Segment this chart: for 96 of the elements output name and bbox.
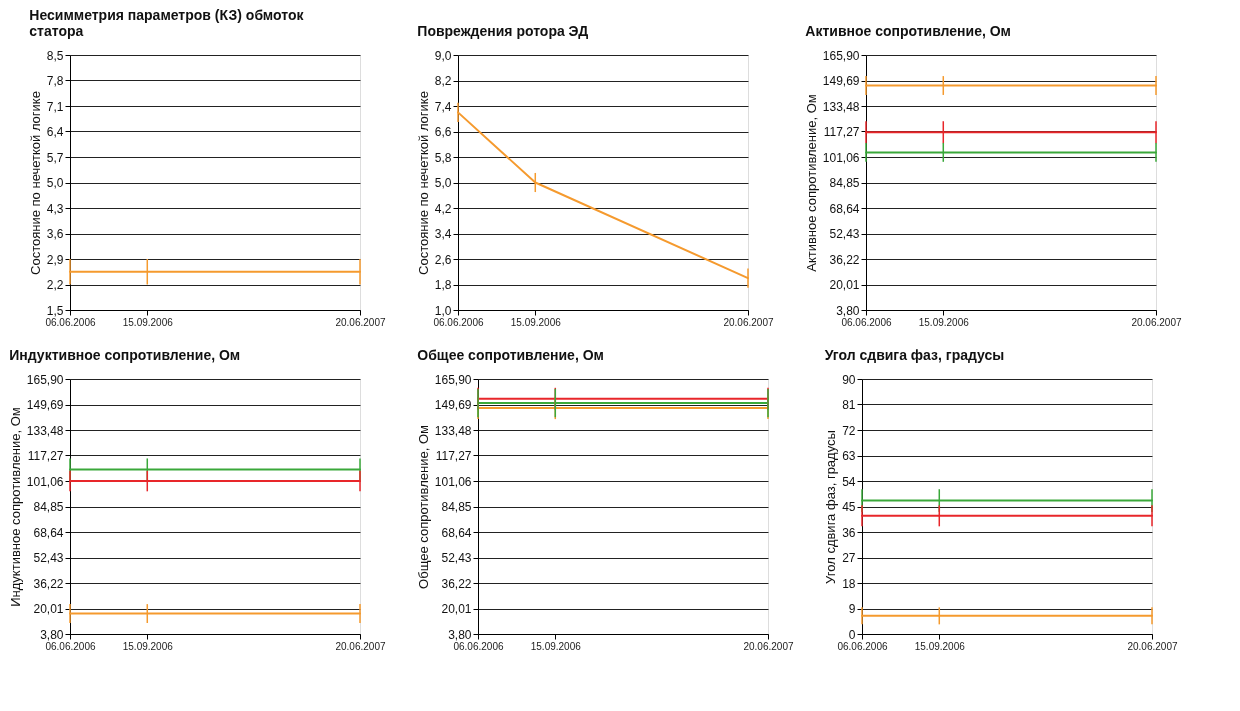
y-tick-label: 2,9 xyxy=(46,252,64,267)
y-tick-label: 2,2 xyxy=(46,278,64,292)
x-tick-label: 15.09.2006 xyxy=(914,640,966,652)
y-tick-label: 7,8 xyxy=(46,74,64,88)
x-tick-label: 20.06.2007 xyxy=(723,316,774,328)
y-tick-label: 20,01 xyxy=(829,278,860,292)
y-tick-label: 84,85 xyxy=(441,500,472,514)
y-tick-label: 6,6 xyxy=(434,125,452,139)
y-tick-label: 165,90 xyxy=(434,372,472,387)
y-tick-label: 149,69 xyxy=(822,74,860,88)
y-tick-label: 117,27 xyxy=(823,125,860,139)
y-tick-label: 3,6 xyxy=(46,227,64,241)
chart-title: Повреждения ротора ЭД xyxy=(417,23,589,39)
y-tick-label: 117,27 xyxy=(435,449,472,463)
y-tick-label: 0 xyxy=(848,627,856,642)
y-tick-label: 54 xyxy=(842,474,856,489)
y-tick-label: 68,64 xyxy=(829,201,860,216)
y-tick-label: 149,69 xyxy=(26,398,64,412)
y-tick-label: 4,2 xyxy=(434,201,452,216)
chart-title: Индуктивное сопротивление, Ом xyxy=(9,347,241,363)
y-tick-label: 81 xyxy=(842,398,856,412)
x-tick-label: 20.06.2007 xyxy=(1127,640,1178,652)
chart-title: Общее сопротивление, Ом xyxy=(417,347,604,363)
y-tick-label: 4,3 xyxy=(46,201,64,216)
y-tick-label: 5,7 xyxy=(46,150,64,165)
chart-title: Несимметрия параметров (КЗ) обмоток статора xyxy=(29,7,305,39)
y-tick-label: 3,80 xyxy=(836,303,860,318)
y-tick-label: 6,4 xyxy=(46,125,64,139)
y-axis-title: Угол сдвига фаз, градусы xyxy=(823,430,839,584)
y-tick-label: 8,2 xyxy=(434,74,452,88)
y-tick-label: 20,01 xyxy=(33,602,64,616)
y-axis-title: Индуктивное сопротивление, Ом xyxy=(7,407,23,607)
x-tick-label: 20.06.2007 xyxy=(335,316,386,328)
x-tick-label: 15.09.2006 xyxy=(122,316,174,328)
y-tick-label: 5,0 xyxy=(434,176,452,190)
y-tick-label: 9,0 xyxy=(434,48,452,63)
x-tick-label: 15.09.2006 xyxy=(918,316,970,328)
x-tick-label: 06.06.2006 xyxy=(45,316,96,328)
y-tick-label: 52,43 xyxy=(441,551,472,565)
y-tick-label: 68,64 xyxy=(33,525,64,540)
y-axis-title: Активное сопротивление, Ом xyxy=(803,94,819,272)
y-tick-label: 36 xyxy=(842,525,856,540)
x-tick-label: 06.06.2006 xyxy=(841,316,892,328)
x-tick-label: 06.06.2006 xyxy=(433,316,484,328)
y-tick-label: 149,69 xyxy=(434,398,472,412)
y-tick-label: 101,06 xyxy=(434,474,472,489)
y-axis-title: Общее сопротивление, Ом xyxy=(415,425,431,589)
x-tick-label: 20.06.2007 xyxy=(1131,316,1182,328)
y-tick-label: 2,6 xyxy=(434,252,452,267)
y-axis-title: Состояние по нечеткой логике xyxy=(415,91,431,275)
y-tick-label: 90 xyxy=(842,372,856,387)
y-tick-label: 1,0 xyxy=(434,303,452,318)
y-tick-label: 7,1 xyxy=(46,99,64,114)
y-tick-label: 101,06 xyxy=(26,474,64,489)
y-tick-label: 68,64 xyxy=(441,525,472,540)
y-tick-label: 72 xyxy=(842,423,856,438)
chart-title: Активное сопротивление, Ом xyxy=(805,23,1011,39)
y-tick-label: 52,43 xyxy=(33,551,64,565)
y-tick-label: 84,85 xyxy=(829,176,860,190)
y-tick-label: 63 xyxy=(842,449,856,463)
y-tick-label: 5,8 xyxy=(434,150,452,165)
y-tick-label: 3,80 xyxy=(448,627,472,642)
y-tick-label: 3,80 xyxy=(40,627,64,642)
y-tick-label: 7,4 xyxy=(434,99,452,114)
chart-title: Угол сдвига фаз, градусы xyxy=(824,347,1005,363)
y-tick-label: 1,8 xyxy=(434,278,452,292)
y-tick-label: 52,43 xyxy=(829,227,860,241)
y-tick-label: 5,0 xyxy=(46,176,64,190)
y-tick-label: 133,48 xyxy=(26,423,64,438)
y-tick-label: 45 xyxy=(842,500,856,514)
y-tick-label: 84,85 xyxy=(33,500,64,514)
x-tick-label: 06.06.2006 xyxy=(453,640,504,652)
y-tick-label: 117,27 xyxy=(27,449,64,463)
y-tick-label: 36,22 xyxy=(441,576,472,591)
x-tick-label: 06.06.2006 xyxy=(837,640,888,652)
y-tick-label: 8,5 xyxy=(46,48,64,63)
y-tick-label: 165,90 xyxy=(26,372,64,387)
y-tick-label: 36,22 xyxy=(33,576,64,591)
y-tick-label: 165,90 xyxy=(822,48,860,63)
x-tick-label: 15.09.2006 xyxy=(510,316,562,328)
y-tick-label: 27 xyxy=(842,551,856,565)
x-tick-label: 20.06.2007 xyxy=(743,640,794,652)
y-tick-label: 36,22 xyxy=(829,252,860,267)
y-axis-title: Состояние по нечеткой логике xyxy=(27,91,43,275)
y-tick-label: 133,48 xyxy=(822,99,860,114)
y-tick-label: 133,48 xyxy=(434,423,472,438)
y-tick-label: 18 xyxy=(842,576,856,591)
y-tick-label: 1,5 xyxy=(46,303,64,318)
x-tick-label: 15.09.2006 xyxy=(122,640,174,652)
y-tick-label: 101,06 xyxy=(822,150,860,165)
x-tick-label: 06.06.2006 xyxy=(45,640,96,652)
y-tick-label: 20,01 xyxy=(441,602,472,616)
x-tick-label: 20.06.2007 xyxy=(335,640,386,652)
x-tick-label: 15.09.2006 xyxy=(530,640,582,652)
y-tick-label: 3,4 xyxy=(434,227,452,241)
y-tick-label: 9 xyxy=(848,602,856,616)
